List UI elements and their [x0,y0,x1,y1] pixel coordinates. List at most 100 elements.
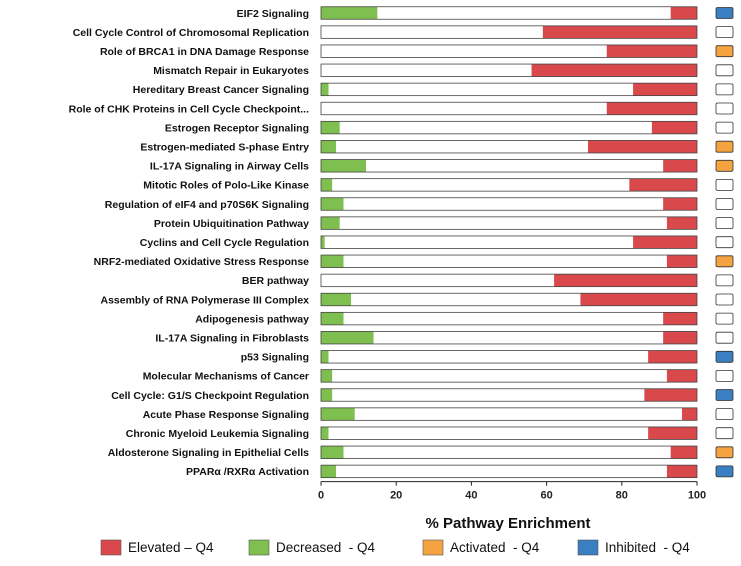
bar-segment-unchanged [321,44,607,58]
category-label: Role of CHK Proteins in Cell Cycle Check… [69,103,309,115]
bar-segment-unchanged [321,64,532,77]
category-label: Cell Cycle: G1/S Checkpoint Regulation [111,390,309,402]
category-label: EIF2 Signaling [237,8,309,20]
bar-segment-unchanged [343,255,667,268]
activation-state-box [715,312,734,325]
bar-segment-elevated [666,255,697,268]
bar-segment-elevated [666,216,697,230]
bar-groups [320,6,698,479]
bar-segment-unchanged [336,140,588,153]
bar-segment-unchanged [321,274,555,287]
bar-segment-elevated [651,121,697,134]
bar-outline [320,6,698,20]
bar-segment-unchanged [343,312,664,325]
bar-outline [320,197,698,211]
bar-outline [320,25,698,39]
activation-state-box [715,217,734,230]
bar-segment-decreased [321,446,344,459]
bar-segment-elevated [587,140,697,153]
bar-segment-decreased [321,83,329,96]
x-tick-label: 100 [688,490,706,502]
bar-segment-unchanged [343,197,664,211]
bar-segment-decreased [321,235,325,249]
bar-segment-decreased [321,331,374,344]
category-label: Regulation of eIF4 and p70S6K Signaling [105,199,309,211]
bar-segment-unchanged [328,83,634,96]
category-label: Estrogen Receptor Signaling [165,122,309,134]
bar-segment-unchanged [339,216,667,230]
bar-segment-elevated [666,369,697,383]
bar-segment-decreased [321,350,329,364]
bar-segment-unchanged [324,235,634,249]
bar-outline [320,369,698,383]
bar-segment-unchanged [343,446,671,459]
bar-segment-elevated [670,6,697,20]
x-tick-label: 0 [318,490,324,502]
category-label: BER pathway [242,275,309,287]
bar-segment-unchanged [373,331,664,344]
activation-state-box [715,83,734,96]
legend: Elevated – Q4 Decreased - Q4 Activated - Q… [100,539,690,556]
bar-segment-unchanged [377,6,671,20]
bar-outline [320,388,698,402]
bar-segment-elevated [644,388,697,402]
bar-segment-elevated [531,64,697,77]
activation-state-box [715,331,734,344]
category-label: Adipogenesis pathway [195,313,309,325]
category-label: Mismatch Repair in Eukaryotes [153,65,309,77]
legend-label: Decreased - Q4 [276,540,376,555]
bar-segment-decreased [321,426,329,440]
activation-state-box [715,255,734,268]
bar-segment-elevated [663,197,697,211]
activation-state-box [715,140,734,153]
activation-state-box [715,121,734,134]
bar-segment-elevated [633,83,697,96]
legend-swatch [422,539,444,556]
bar-outline [320,101,698,116]
legend-label: Inhibited - Q4 [605,540,690,555]
bar-outline [320,426,698,440]
legend-swatch [100,539,122,556]
bar-segment-elevated [663,159,697,173]
bar-outline [320,254,698,268]
bar-outline [320,464,698,479]
bar-segment-decreased [321,140,337,153]
bar-segment-elevated [648,426,697,440]
bar-segment-unchanged [351,293,581,306]
bar-segment-decreased [321,178,333,192]
bar-segment-elevated [554,274,697,287]
bar-segment-decreased [321,6,378,20]
category-label: IL-17A Signaling in Airway Cells [150,161,309,173]
bar-segment-decreased [321,312,344,325]
bar-outline [320,292,698,307]
category-label: Cyclins and Cell Cycle Regulation [140,237,309,249]
bar-segment-unchanged [336,465,667,478]
category-label: Acute Phase Response Signaling [143,409,309,421]
bar-segment-decreased [321,293,352,306]
activation-state-box [715,389,734,401]
bar-segment-elevated [666,465,697,478]
category-label: NRF2-mediated Oxidative Stress Response [94,256,309,268]
bar-segment-elevated [580,293,697,306]
category-label: Protein Ubiquitination Pathway [154,218,309,230]
category-label: PPARα /RXRα Activation [186,466,309,478]
activation-state-box [715,274,734,287]
bar-segment-unchanged [321,102,607,115]
activation-state-box [715,45,734,58]
activation-state-box [715,350,734,363]
bar-outline [320,331,698,345]
legend-swatch [577,539,599,556]
bar-segment-decreased [321,369,333,383]
bar-segment-decreased [321,121,340,134]
bar-segment-unchanged [332,388,645,402]
bar-segment-decreased [321,197,344,211]
bar-outline [320,44,698,58]
bar-segment-decreased [321,465,337,478]
x-tick-label: 60 [540,490,552,502]
activation-state-box [715,408,734,421]
category-label: IL-17A Signaling in Fibroblasts [155,333,309,345]
category-label: Aldosterone Signaling in Epithelial Cell… [108,447,309,459]
activation-state-box [715,102,734,115]
activation-state-box [715,446,734,459]
bar-segment-unchanged [354,407,682,421]
